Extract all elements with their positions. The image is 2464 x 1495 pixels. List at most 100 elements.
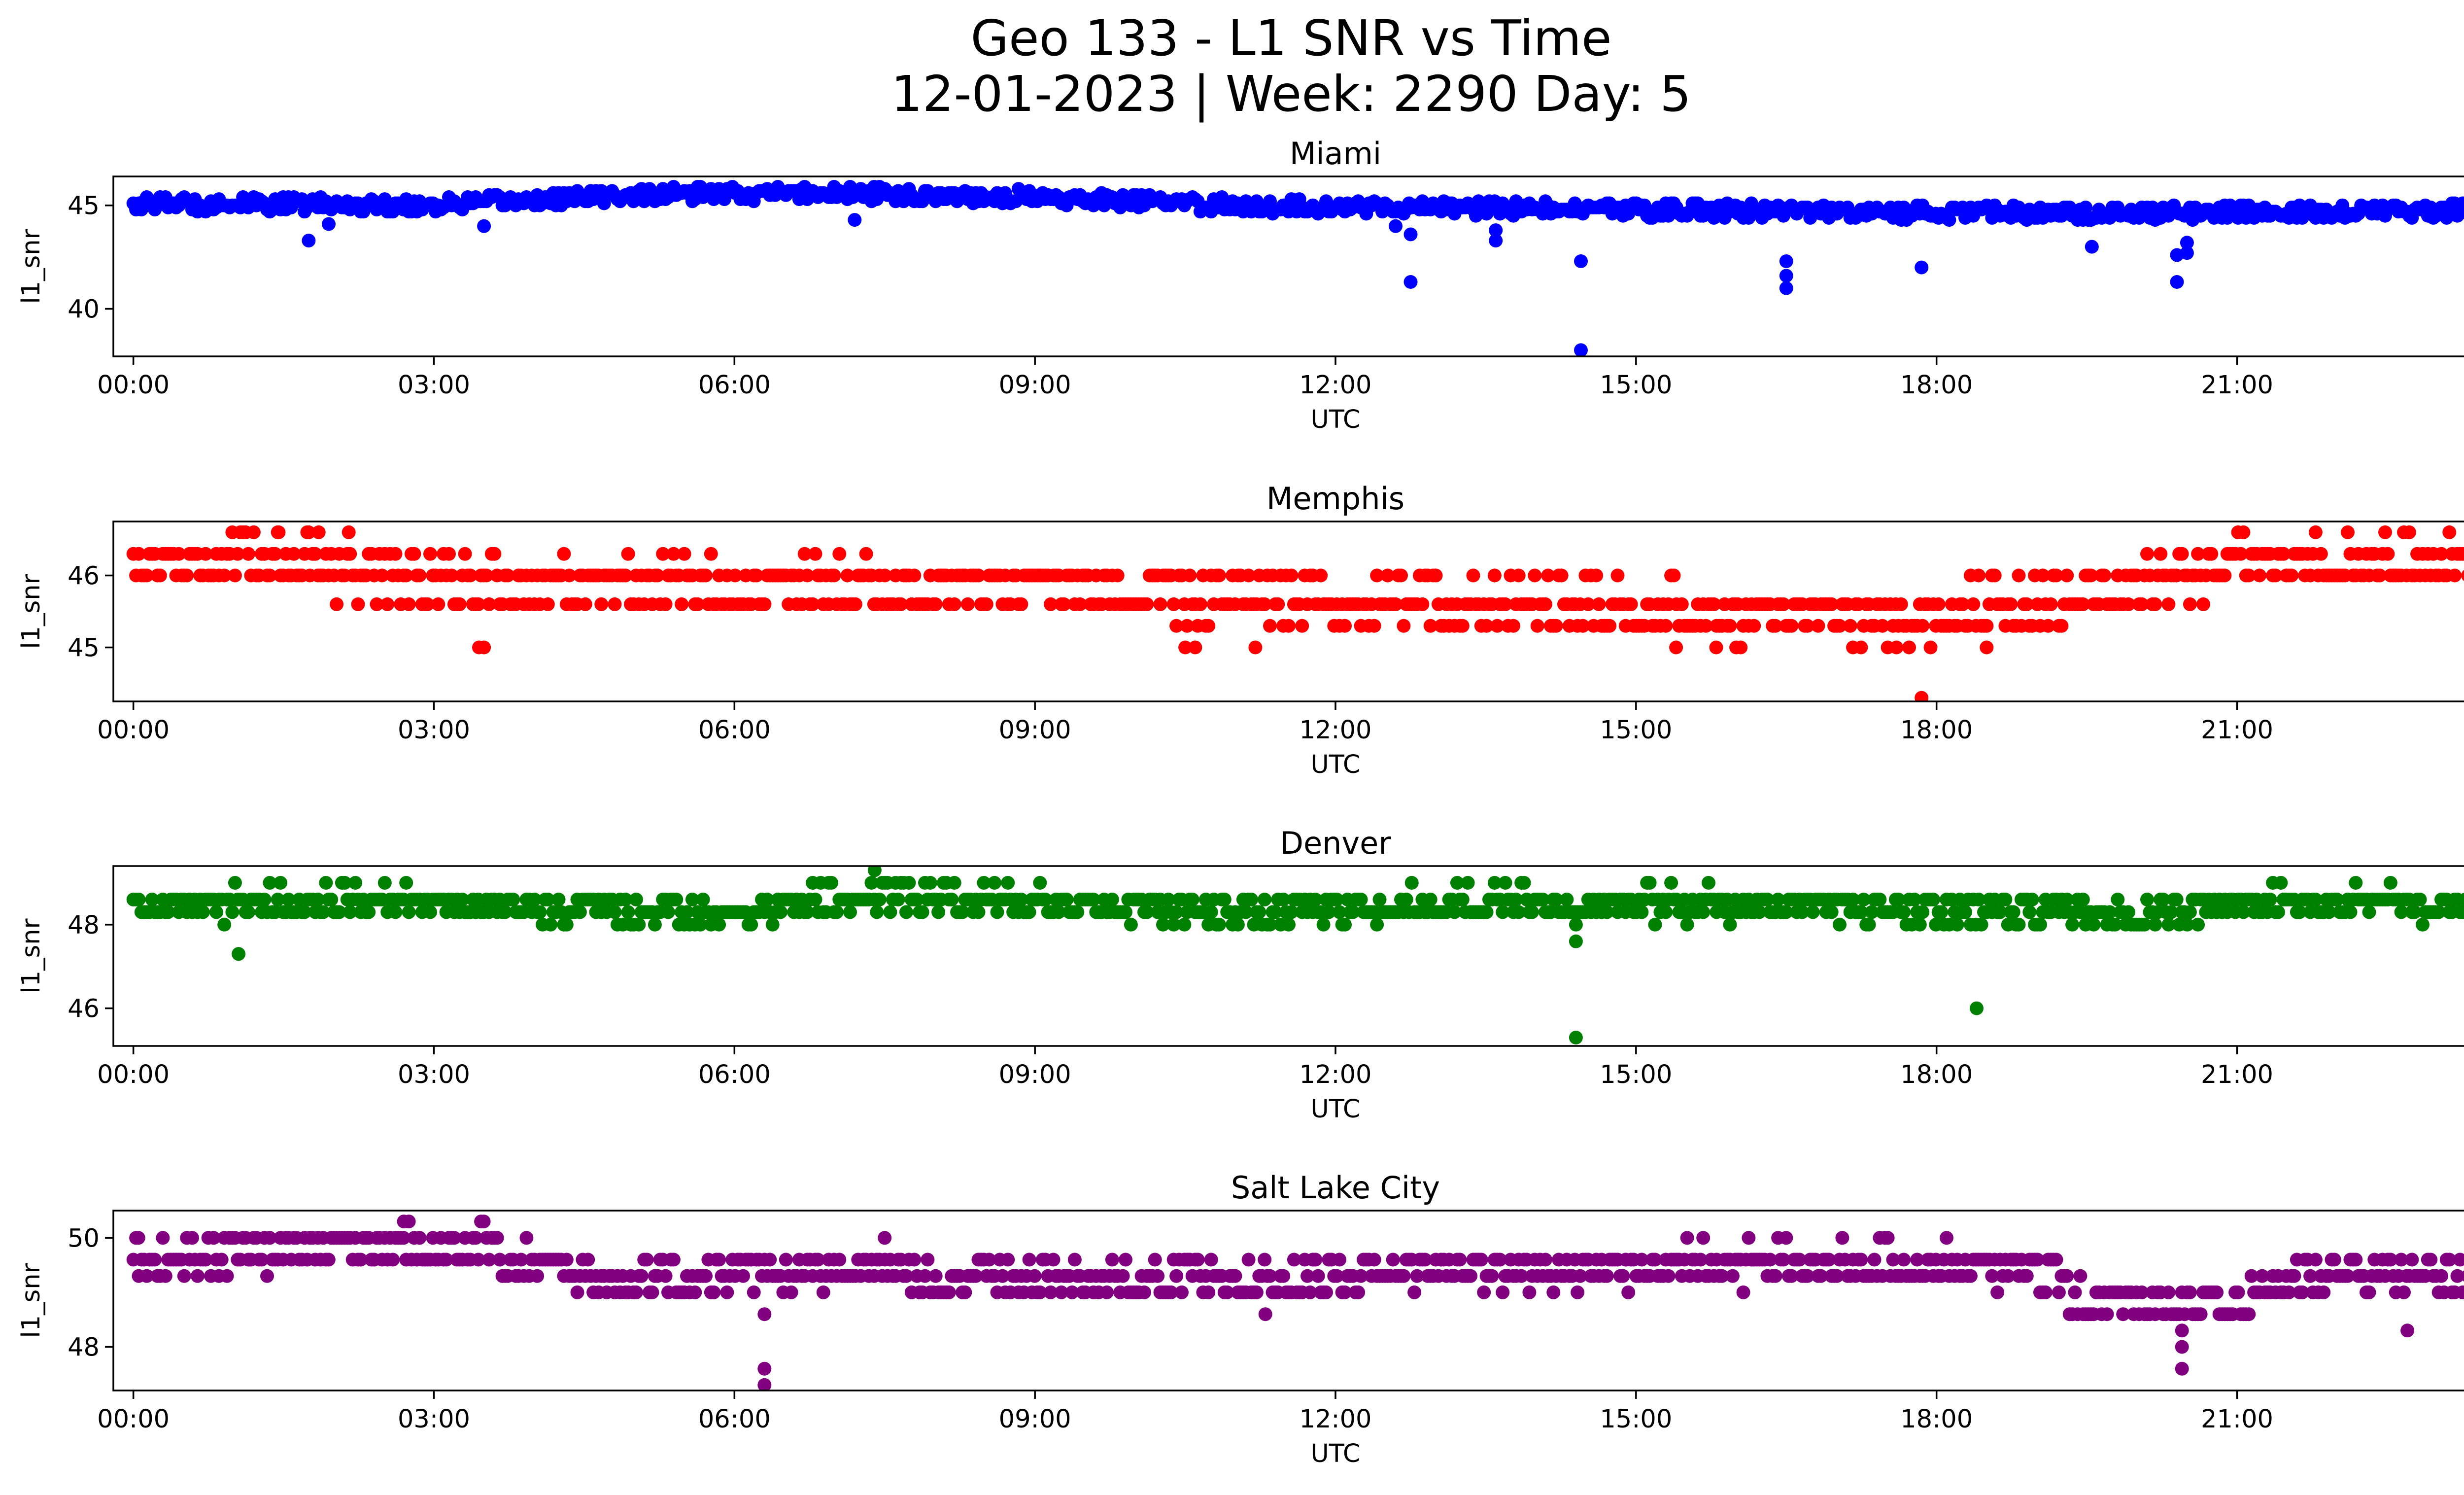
- data-point: [1833, 619, 1847, 633]
- data-point: [1316, 917, 1331, 932]
- data-point: [2308, 892, 2323, 906]
- data-point: [2234, 547, 2248, 561]
- data-point: [2236, 525, 2251, 539]
- data-point: [621, 905, 635, 919]
- data-point: [1923, 640, 1938, 655]
- data-point: [2263, 892, 2277, 906]
- data-point: [1474, 1252, 1488, 1267]
- data-point: [773, 905, 787, 919]
- data-point: [559, 1252, 574, 1267]
- data-point: [1506, 619, 1520, 633]
- data-point: [608, 597, 622, 611]
- data-point: [2012, 917, 2026, 932]
- data-point: [2161, 1285, 2176, 1299]
- data-point: [1423, 619, 1437, 633]
- data-point: [2308, 525, 2323, 539]
- subplot-title: Memphis: [1266, 481, 1404, 517]
- data-point: [1696, 1231, 1711, 1245]
- data-point: [1897, 905, 1911, 919]
- data-point: [1180, 619, 1194, 633]
- data-point: [2054, 619, 2069, 633]
- data-point: [1867, 1252, 1882, 1267]
- data-point: [257, 892, 272, 906]
- data-point: [1621, 1285, 1636, 1299]
- data-point: [2041, 619, 2055, 633]
- data-point: [899, 1269, 913, 1283]
- data-point: [1319, 1285, 1333, 1299]
- data-point-outlier: [1669, 640, 1683, 655]
- data-point: [1389, 597, 1403, 611]
- data-point: [498, 905, 512, 919]
- data-point: [1177, 917, 1192, 932]
- data-point: [2271, 905, 2285, 919]
- data-point: [1940, 1231, 1953, 1245]
- data-point: [958, 1285, 972, 1299]
- data-point: [2135, 597, 2149, 611]
- data-point: [693, 917, 708, 932]
- data-point: [1779, 1231, 1793, 1245]
- data-point-outlier: [1779, 254, 1793, 268]
- data-point: [2154, 547, 2168, 561]
- data-point: [1479, 619, 1494, 633]
- data-point: [1541, 568, 1555, 583]
- data-point: [1913, 917, 1927, 932]
- data-point: [1295, 619, 1309, 633]
- data-point: [1119, 905, 1132, 919]
- data-point: [139, 1269, 154, 1283]
- data-point-outlier: [1915, 260, 1929, 275]
- data-point: [2019, 1269, 2034, 1283]
- data-point: [765, 917, 780, 932]
- data-point: [2276, 547, 2291, 561]
- data-point: [661, 905, 675, 919]
- data-point: [452, 597, 467, 611]
- data-point: [1990, 1285, 2005, 1299]
- data-point: [493, 1252, 507, 1267]
- data-point: [870, 905, 884, 919]
- data-point: [482, 597, 496, 611]
- y-tick-label: 50: [68, 1224, 100, 1253]
- data-point: [1659, 619, 1673, 633]
- data-point: [388, 547, 403, 561]
- data-point: [1330, 1269, 1344, 1283]
- data-point: [2255, 1269, 2269, 1283]
- data-point: [1038, 892, 1053, 906]
- data-point: [319, 876, 333, 890]
- data-point: [1752, 905, 1767, 919]
- data-point: [463, 568, 478, 583]
- data-point: [2402, 525, 2416, 539]
- data-point: [2068, 1285, 2082, 1299]
- x-axis-label: UTC: [1310, 750, 1360, 779]
- x-tick-label: 15:00: [1600, 371, 1672, 400]
- data-point: [445, 568, 459, 583]
- data-point: [2453, 1252, 2464, 1267]
- data-point: [808, 547, 822, 561]
- data-point: [2116, 1307, 2130, 1321]
- data-point: [1415, 597, 1430, 611]
- data-point: [608, 905, 622, 919]
- data-point: [977, 876, 991, 890]
- data-point: [1394, 568, 1408, 583]
- data-point: [902, 876, 916, 890]
- data-point: [506, 892, 520, 906]
- data-point: [1271, 597, 1285, 611]
- data-point: [1950, 917, 1964, 932]
- data-point: [1958, 905, 1972, 919]
- data-point: [1386, 1252, 1400, 1267]
- data-point: [321, 1252, 336, 1267]
- data-point: [1429, 568, 1443, 583]
- data-point: [1530, 619, 1544, 633]
- data-point: [2175, 547, 2189, 561]
- data-point: [471, 1252, 485, 1267]
- data-point: [514, 1252, 528, 1267]
- x-tick-label: 15:00: [1600, 1405, 1672, 1434]
- data-point-outlier: [397, 1215, 411, 1229]
- y-tick-label: 45: [68, 192, 100, 221]
- data-point: [1539, 597, 1552, 611]
- data-point: [680, 905, 694, 919]
- data-point: [1300, 1269, 1314, 1283]
- x-tick-label: 09:00: [999, 371, 1071, 400]
- data-point: [196, 905, 210, 919]
- data-point: [199, 1252, 213, 1267]
- y-tick-label: 48: [68, 1333, 100, 1362]
